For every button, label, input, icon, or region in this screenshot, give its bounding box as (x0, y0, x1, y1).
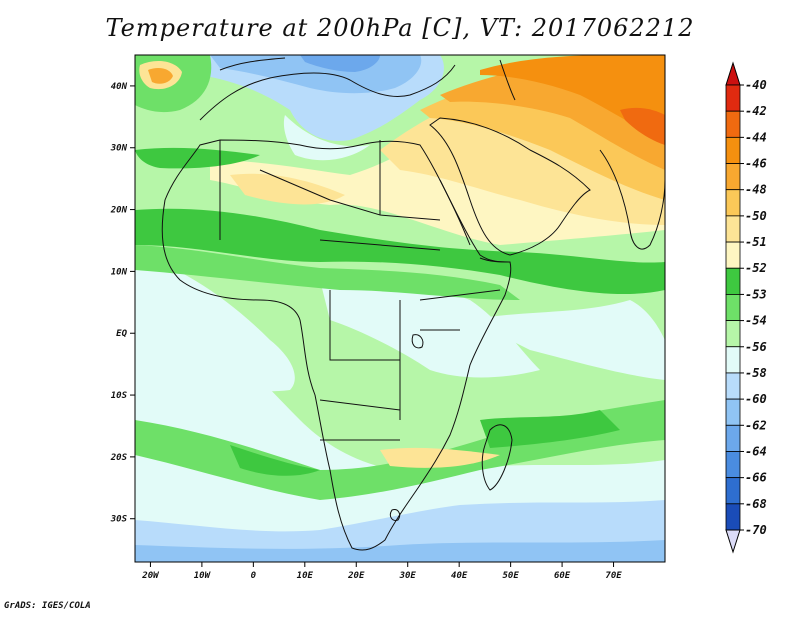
colorbar-swatch (725, 451, 741, 479)
lon-tick-label: 20E (347, 571, 365, 581)
colorbar-label: -46 (745, 157, 767, 171)
colorbar-label: -52 (745, 261, 767, 275)
lat-tick-label: 20S (110, 453, 128, 463)
colorbar-swatch (725, 136, 741, 164)
lon-tick-label: 30E (399, 571, 417, 581)
colorbar-label: -60 (745, 392, 767, 406)
colorbar-swatch (725, 503, 741, 531)
colorbar: -40 -42 -44 -46 -48 -50 -51 -52 -53 -54 -56 -58 -60 -… (725, 61, 767, 554)
lon-tick-label: 10W (194, 571, 212, 581)
map-frame (134, 54, 666, 563)
colorbar-label: -56 (745, 340, 767, 354)
colorbar-label: -66 (745, 471, 767, 485)
colorbar-label: -68 (745, 497, 767, 511)
colorbar-swatch (725, 84, 741, 112)
lon-tick-label: 0 (251, 571, 257, 581)
colorbar-label: -51 (745, 235, 767, 249)
lon-tick-label: 50E (502, 571, 519, 581)
colorbar-swatch (725, 189, 741, 217)
colorbar-label: -42 (745, 104, 767, 118)
lon-axis: 20W 10W 0 10E 20E 30E 40E 50E 60E 70E (141, 562, 622, 581)
colorbar-swatch (725, 241, 741, 269)
colorbar-swatch (725, 110, 741, 138)
colorbar-label: -50 (745, 209, 767, 223)
lat-tick-label: EQ (116, 329, 127, 339)
coastlines (161, 57, 665, 551)
lat-tick-label: 30S (110, 515, 128, 525)
lon-tick-label: 10E (297, 571, 314, 581)
lon-tick-label: 20W (141, 571, 160, 581)
colorbar-label: -70 (745, 523, 767, 537)
chart-title: Temperature at 200hPa [C], VT: 201706221… (105, 14, 695, 42)
colorbar-label: -64 (745, 444, 767, 458)
colorbar-swatch (725, 398, 741, 426)
colorbar-swatch (725, 163, 741, 191)
lat-tick-label: 40N (111, 82, 128, 92)
colorbar-swatch (725, 294, 741, 321)
colorbar-label: -48 (745, 183, 767, 197)
lat-tick-label: 20N (110, 206, 128, 216)
grads-credit: GrADS: IGES/COLA (4, 601, 91, 611)
lon-tick-label: 60E (554, 571, 571, 581)
colorbar-label: -54 (745, 314, 767, 328)
lon-tick-label: 70E (605, 571, 622, 581)
lat-tick-label: 10N (111, 267, 128, 277)
colorbar-swatch (725, 267, 741, 295)
colorbar-label: -44 (745, 130, 767, 144)
colorbar-swatch (725, 372, 741, 400)
colorbar-swatch (725, 346, 741, 374)
colorbar-label: -58 (745, 366, 767, 380)
colorbar-label: -53 (745, 287, 767, 301)
colorbar-top-arrow (725, 61, 741, 86)
colorbar-swatch (725, 215, 741, 243)
temperature-map: 20W 10W 0 10E 20E 30E 40E 50E 60E 70E 40N 30N 20N 10… (110, 54, 767, 581)
lat-axis: 40N 30N 20N 10N EQ 10S 20S 30S (110, 82, 135, 525)
colorbar-swatch (725, 320, 741, 348)
colorbar-label: -62 (745, 418, 767, 432)
colorbar-label: -40 (745, 78, 767, 92)
colorbar-bottom-arrow (725, 529, 741, 554)
lat-tick-label: 30N (110, 144, 128, 154)
lat-tick-label: 10S (111, 391, 128, 401)
colorbar-swatch (725, 424, 741, 452)
lon-tick-label: 40E (451, 571, 468, 581)
colorbar-swatch (725, 477, 741, 505)
